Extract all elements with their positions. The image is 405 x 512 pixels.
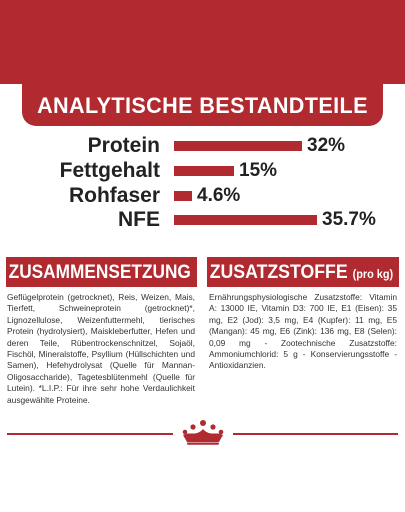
additives-subtitle: (pro kg) bbox=[352, 267, 394, 281]
row-bar bbox=[174, 166, 234, 176]
composition-title: ZUSAMMENSETZUNG bbox=[8, 261, 191, 283]
row-bar bbox=[174, 191, 192, 201]
row-value: 15% bbox=[239, 160, 278, 181]
row-label: Protein bbox=[87, 134, 160, 157]
row-value: 35.7% bbox=[322, 209, 376, 230]
additives-text: Ernährungsphysiologische Zusatzstoffe: V… bbox=[209, 292, 397, 371]
row-label: Fettgehalt bbox=[59, 159, 160, 182]
divider-left bbox=[7, 433, 173, 435]
composition-text: Geflügelprotein (getrocknet), Reis, Weiz… bbox=[7, 292, 195, 405]
additives-title: ZUSATZSTOFFE bbox=[209, 261, 348, 283]
royal-canin-crown-icon bbox=[182, 420, 224, 445]
composition-header: ZUSAMMENSETZUNG bbox=[6, 257, 197, 287]
row-bar bbox=[174, 215, 317, 225]
top-red-band bbox=[0, 0, 405, 84]
row-value: 4.6% bbox=[197, 185, 241, 206]
additives-heading: ZUSATZSTOFFE (pro kg) bbox=[207, 257, 393, 287]
additives-header: ZUSATZSTOFFE (pro kg) bbox=[207, 257, 399, 287]
analysis-title: ANALYTISCHE BESTANDTEILE bbox=[37, 93, 368, 118]
row-label: Rohfaser bbox=[68, 184, 160, 207]
divider-right bbox=[233, 433, 398, 435]
row-label: NFE bbox=[118, 208, 160, 231]
row-bar bbox=[174, 141, 302, 151]
row-value: 32% bbox=[307, 135, 346, 156]
analysis-title-banner: ANALYTISCHE BESTANDTEILE bbox=[22, 84, 383, 126]
